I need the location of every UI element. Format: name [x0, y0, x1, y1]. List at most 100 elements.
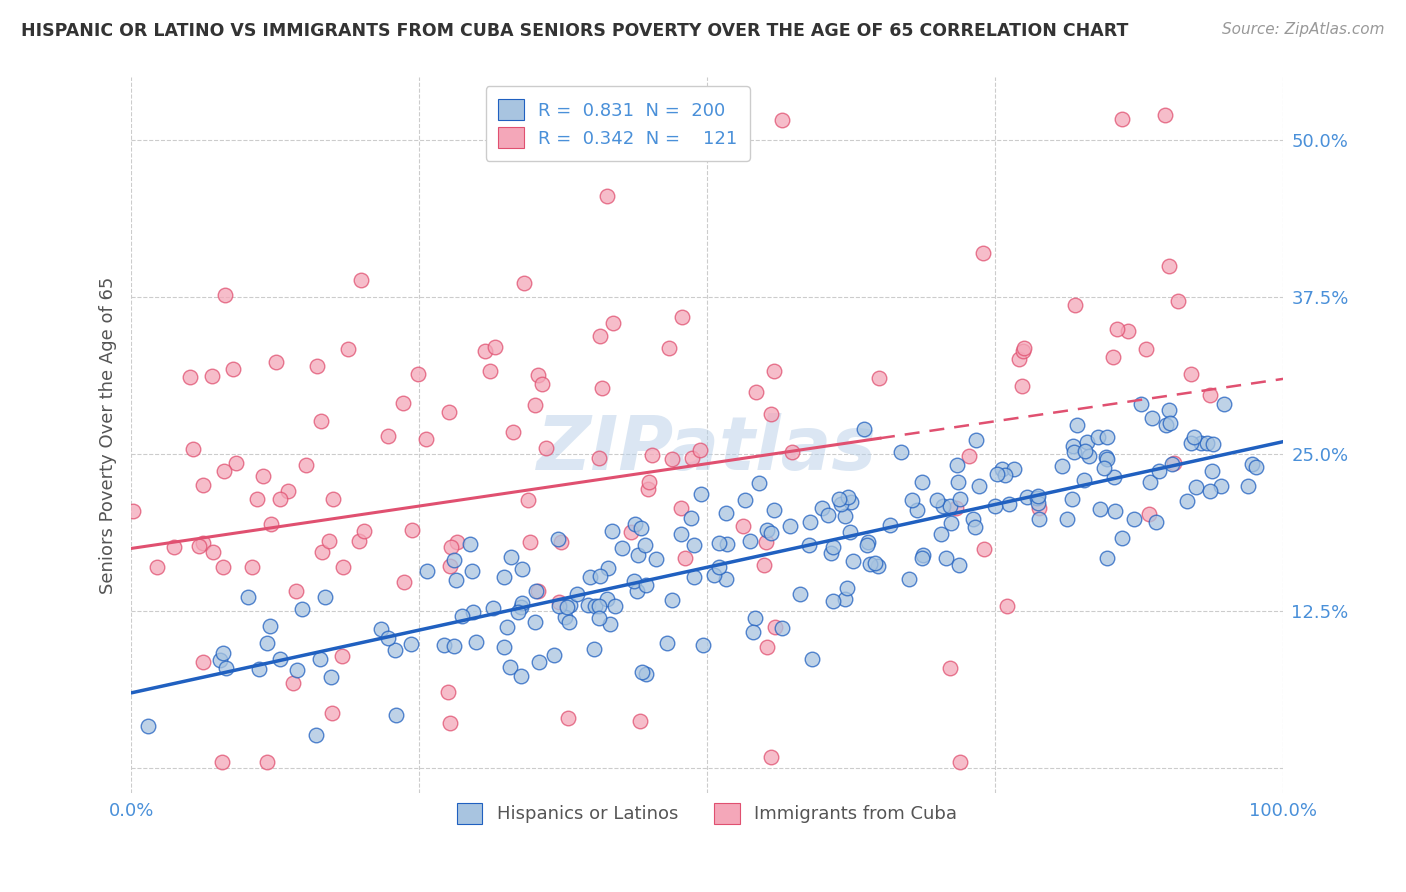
Point [1094, 461, 1116, 475]
Point [225, 456, 247, 470]
Point [510, 669, 533, 683]
Point [1102, 350, 1125, 364]
Point [868, 371, 890, 385]
Point [1157, 259, 1180, 273]
Point [501, 550, 523, 565]
Point [321, 706, 343, 720]
Point [748, 476, 770, 491]
Point [1011, 344, 1033, 359]
Point [734, 492, 756, 507]
Point [1244, 460, 1267, 475]
Point [986, 467, 1008, 482]
Point [492, 570, 515, 584]
Point [451, 608, 474, 623]
Point [588, 599, 610, 613]
Point [163, 540, 186, 554]
Point [439, 715, 461, 730]
Point [1147, 464, 1170, 478]
Point [821, 540, 844, 554]
Point [628, 714, 651, 728]
Point [211, 559, 233, 574]
Point [1199, 484, 1222, 499]
Point [305, 727, 328, 741]
Point [905, 502, 928, 516]
Point [820, 546, 842, 560]
Point [673, 550, 696, 565]
Point [1213, 397, 1236, 411]
Point [1062, 492, 1084, 507]
Point [314, 591, 336, 605]
Point [285, 663, 308, 677]
Point [201, 545, 224, 559]
Point [260, 517, 283, 532]
Point [948, 558, 970, 572]
Point [1026, 489, 1049, 503]
Point [1076, 435, 1098, 450]
Point [1154, 417, 1177, 432]
Point [588, 451, 610, 466]
Point [661, 452, 683, 467]
Point [377, 631, 399, 645]
Point [837, 490, 859, 504]
Point [939, 661, 962, 675]
Point [761, 525, 783, 540]
Point [547, 599, 569, 614]
Point [1137, 507, 1160, 521]
Point [714, 573, 737, 587]
Point [716, 537, 738, 551]
Point [821, 594, 844, 608]
Point [558, 615, 581, 630]
Point [269, 652, 291, 666]
Point [690, 487, 713, 501]
Point [589, 329, 612, 343]
Point [484, 340, 506, 354]
Point [759, 750, 782, 764]
Point [810, 500, 832, 515]
Point [797, 538, 820, 552]
Point [612, 541, 634, 555]
Point [997, 599, 1019, 613]
Point [620, 524, 643, 539]
Point [949, 755, 972, 769]
Point [309, 413, 332, 427]
Point [972, 246, 994, 260]
Point [842, 553, 865, 567]
Point [295, 458, 318, 472]
Point [1116, 324, 1139, 338]
Point [444, 573, 467, 587]
Point [554, 609, 576, 624]
Point [839, 524, 862, 539]
Point [524, 584, 547, 599]
Point [707, 535, 730, 549]
Point [1002, 462, 1025, 476]
Point [1122, 512, 1144, 526]
Point [702, 567, 724, 582]
Point [912, 549, 935, 563]
Point [534, 441, 557, 455]
Point [744, 611, 766, 625]
Point [1161, 457, 1184, 471]
Point [146, 560, 169, 574]
Point [738, 533, 761, 548]
Point [1095, 450, 1118, 464]
Point [658, 342, 681, 356]
Point [401, 523, 423, 537]
Point [638, 475, 661, 489]
Point [949, 492, 972, 507]
Point [209, 653, 232, 667]
Point [939, 499, 962, 513]
Point [550, 535, 572, 549]
Point [596, 592, 619, 607]
Point [1028, 500, 1050, 515]
Point [565, 586, 588, 600]
Point [1185, 480, 1208, 494]
Point [1102, 470, 1125, 484]
Point [138, 719, 160, 733]
Point [1144, 515, 1167, 529]
Point [264, 355, 287, 369]
Point [1111, 531, 1133, 545]
Point [350, 273, 373, 287]
Point [222, 361, 245, 376]
Point [392, 574, 415, 589]
Point [834, 508, 856, 523]
